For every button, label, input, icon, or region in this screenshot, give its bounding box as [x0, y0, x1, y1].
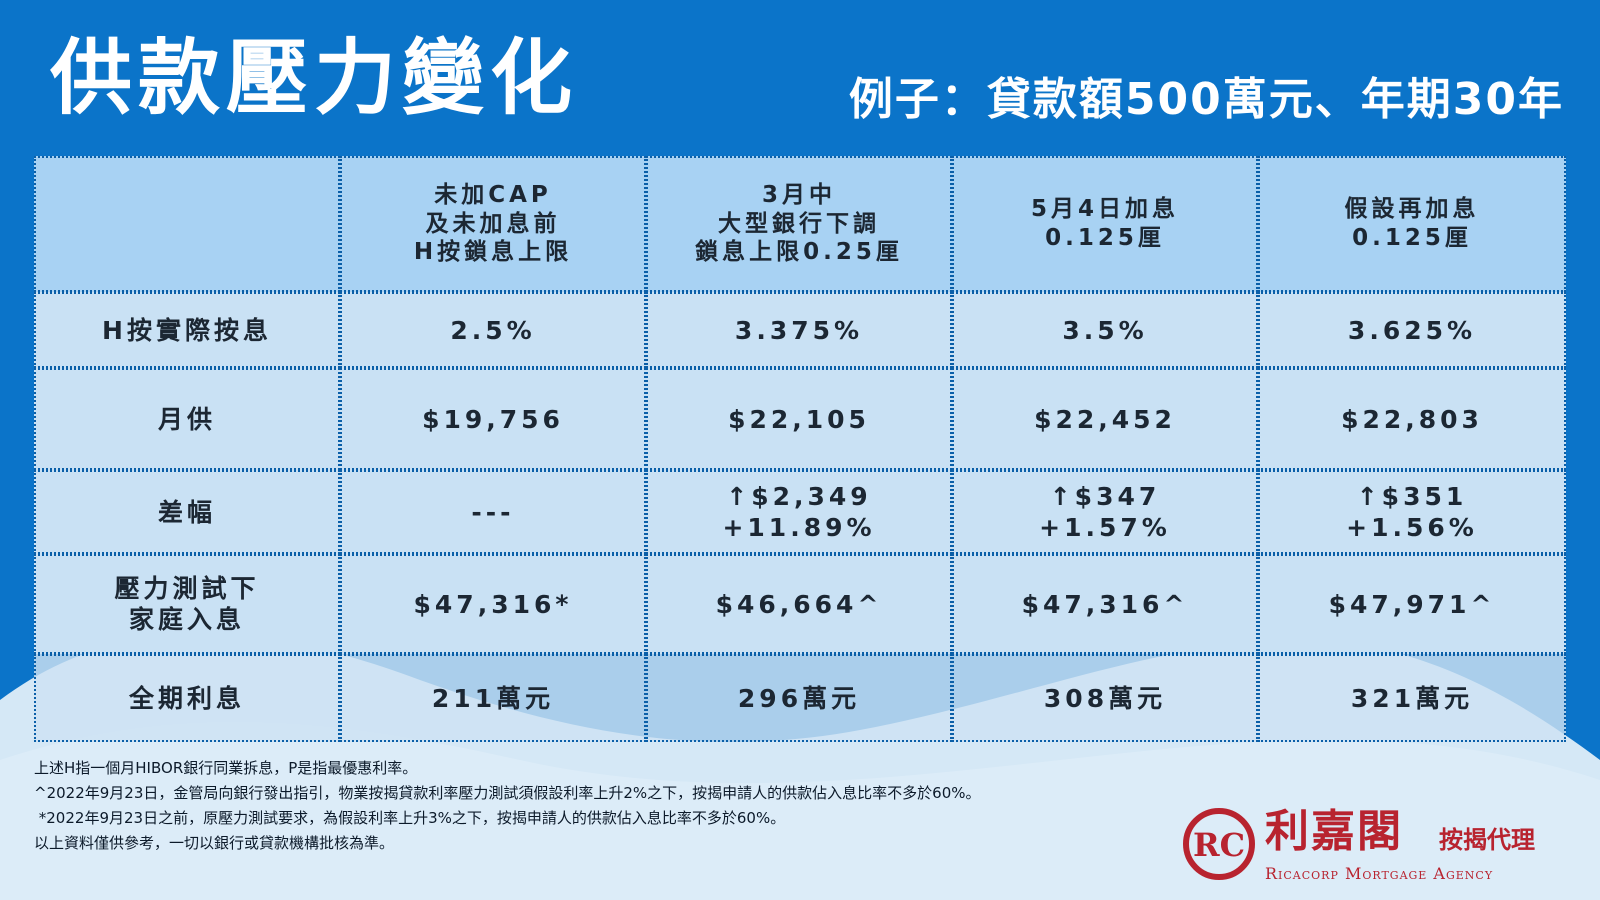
table-cell: $22,105 [646, 368, 952, 470]
column-header: 3月中 大型銀行下調 鎖息上限0.25厘 [646, 156, 952, 292]
row-label: H按實際按息 [34, 292, 340, 368]
row-label: 全期利息 [34, 654, 340, 742]
footnote: *2022年9月23日之前，原壓力測試要求，為假設利率上升3%之下，按揭申請人的… [34, 809, 786, 827]
column-header: 未加CAP 及未加息前 H按鎖息上限 [340, 156, 646, 292]
table-cell: 321萬元 [1258, 654, 1566, 742]
row-label: 差幅 [34, 470, 340, 554]
row-label: 壓力測試下 家庭入息 [34, 554, 340, 654]
table-cell: $22,803 [1258, 368, 1566, 470]
table-corner-cell [34, 156, 340, 292]
footnote: ^2022年9月23日，金管局向銀行發出指引，物業按揭貸款利率壓力測試須假設利率… [34, 784, 981, 802]
footnotes: 上述H指一個月HIBOR銀行同業拆息，P是指最優惠利率。 ^2022年9月23日… [34, 756, 981, 856]
table-cell: ↑$351 +1.56% [1258, 470, 1566, 554]
table-cell: $47,971^ [1258, 554, 1566, 654]
svg-text:RC: RC [1193, 826, 1245, 864]
logo-chinese-name: 利嘉閣 [1265, 806, 1403, 857]
table-cell: $22,452 [952, 368, 1258, 470]
table-cell: $46,664^ [646, 554, 952, 654]
column-header: 5月4日加息 0.125厘 [952, 156, 1258, 292]
table-cell: 3.375% [646, 292, 952, 368]
comparison-table: 未加CAP 及未加息前 H按鎖息上限 3月中 大型銀行下調 鎖息上限0.25厘 … [34, 156, 1566, 742]
logo-english-name: Ricacorp Mortgage Agency [1265, 864, 1494, 883]
table-cell: 308萬元 [952, 654, 1258, 742]
logo-tagline: 按揭代理 [1439, 825, 1535, 854]
table-cell: 2.5% [340, 292, 646, 368]
page-subtitle: 例子：貸款額500萬元、年期30年 [848, 74, 1564, 125]
ricacorp-logo: RC 利嘉閣 按揭代理 Ricacorp Mortgage Agency [1183, 808, 1583, 892]
table-cell: $47,316* [340, 554, 646, 654]
table-cell: ↑$347 +1.57% [952, 470, 1258, 554]
table-cell: 3.5% [952, 292, 1258, 368]
column-header: 假設再加息 0.125厘 [1258, 156, 1566, 292]
table-cell: $19,756 [340, 368, 646, 470]
table-cell: 3.625% [1258, 292, 1566, 368]
table-cell: 296萬元 [646, 654, 952, 742]
page-title: 供款壓力變化 [50, 31, 579, 126]
table-cell: $47,316^ [952, 554, 1258, 654]
table-cell: --- [340, 470, 646, 554]
row-label: 月供 [34, 368, 340, 470]
table-cell: ↑$2,349 +11.89% [646, 470, 952, 554]
table-cell: 211萬元 [340, 654, 646, 742]
footnote: 以上資料僅供參考，一切以銀行或貸款機構批核為準。 [34, 834, 395, 852]
rc-logo-icon: RC [1183, 808, 1255, 880]
footnote: 上述H指一個月HIBOR銀行同業拆息，P是指最優惠利率。 [34, 759, 418, 777]
